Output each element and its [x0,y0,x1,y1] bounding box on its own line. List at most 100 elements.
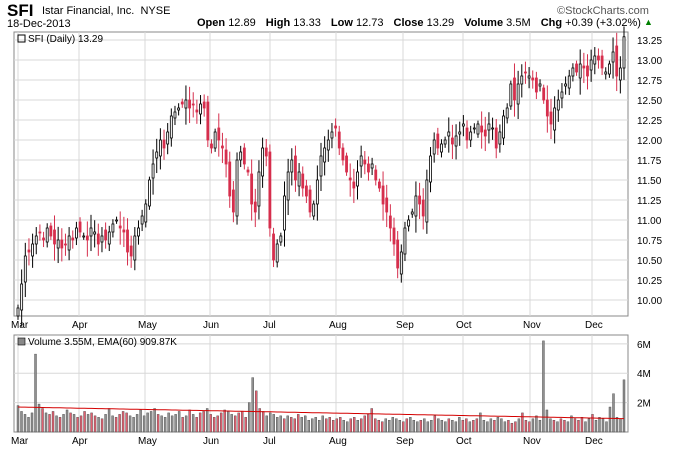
volume-bar [48,414,51,433]
volume-bar [388,420,391,433]
candle-body [279,235,283,243]
candle-body [480,125,484,133]
candle-body [118,225,122,229]
volume-bar [79,415,83,433]
volume-bar [20,411,23,433]
candle-body [553,107,557,131]
volume-bar [619,418,622,433]
brand-link[interactable]: ©StockCharts.com [557,5,649,17]
candle-body [53,229,56,245]
volume-bar [107,408,111,433]
volume-month-label: Oct [456,436,472,447]
volume-bar [531,418,535,433]
candle-body [443,139,447,145]
candle-body [93,231,97,235]
candle-body [268,151,272,229]
volume-bar [233,415,237,433]
candle-body [213,131,217,149]
volume-bar [104,414,107,433]
candle-body [264,147,268,157]
volume-bar [55,415,58,433]
volume-bar [269,412,272,433]
volume-bar [325,418,328,433]
volume-bar [276,417,279,433]
candle-body [392,227,396,245]
volume-bar [570,415,573,433]
volume-bar [69,412,72,433]
price-month-label: Nov [523,320,541,331]
candle-body [67,235,71,251]
candle-body [604,71,608,75]
candle-body [199,103,202,115]
candle-body [242,147,246,165]
candle-body [531,77,535,81]
volume-bar [153,408,156,433]
volume-bar [559,418,563,433]
volume-bar [349,418,352,433]
candle-body [286,171,290,201]
candle-body [78,221,82,233]
price-tick-label: 13.00 [637,56,662,67]
volume-bar [202,411,205,433]
candle-body [483,129,487,137]
volume-bar [114,417,118,433]
volume-bar [212,417,216,433]
candle-body [491,127,494,130]
volume-bar [552,420,556,433]
volume-bar [58,417,62,433]
candle-body [451,137,454,145]
volume-bar [230,414,233,433]
volume-bar [132,417,135,433]
candle-body [494,127,498,149]
volume-bar [290,417,293,433]
volume-bar [160,415,163,433]
candle-body [319,155,323,177]
candle-body [304,185,308,197]
candle-body [151,163,155,179]
volume-bar [612,393,615,433]
candle-body [173,111,177,119]
low-value: 12.73 [355,17,384,29]
volume-bar [468,421,472,433]
volume-bar [205,408,209,433]
candle-body [89,227,93,237]
volume-bar [496,417,500,433]
price-tick-label: 11.25 [637,196,662,207]
volume-bar [535,415,538,433]
candle-body [487,123,491,131]
volume-bar [118,414,121,433]
volume-bar [524,420,528,433]
volume-bar [146,412,149,433]
volume-bar [314,417,317,433]
volume-bar [479,412,482,433]
volume-bar [412,420,416,433]
candle-body [586,65,589,77]
candle-body [23,255,27,283]
candle-body [297,171,301,187]
candle-body [345,155,348,173]
volume-bar [598,417,601,433]
candle-body [64,243,67,246]
price-tick-label: 11.00 [637,216,662,227]
volume-bar [304,415,307,433]
candle-body [206,101,210,141]
volume-bar [433,415,437,433]
candle-body [104,229,108,241]
candle-body [516,83,520,105]
candle-body [524,71,527,74]
candle-body [148,179,151,207]
volume-bar [177,411,181,433]
candle-body [27,249,31,253]
candle-body [246,169,250,173]
candle-body [440,143,443,153]
candle-body [538,83,542,87]
volume-bar [261,411,265,433]
candle-body [202,101,206,109]
price-tick-label: 12.75 [637,76,662,87]
volume-bar [86,414,90,433]
volume-bar [76,417,79,433]
candle-body [326,139,330,151]
volume-bar [30,412,34,433]
candle-body [545,99,549,117]
candle-body [272,233,275,261]
